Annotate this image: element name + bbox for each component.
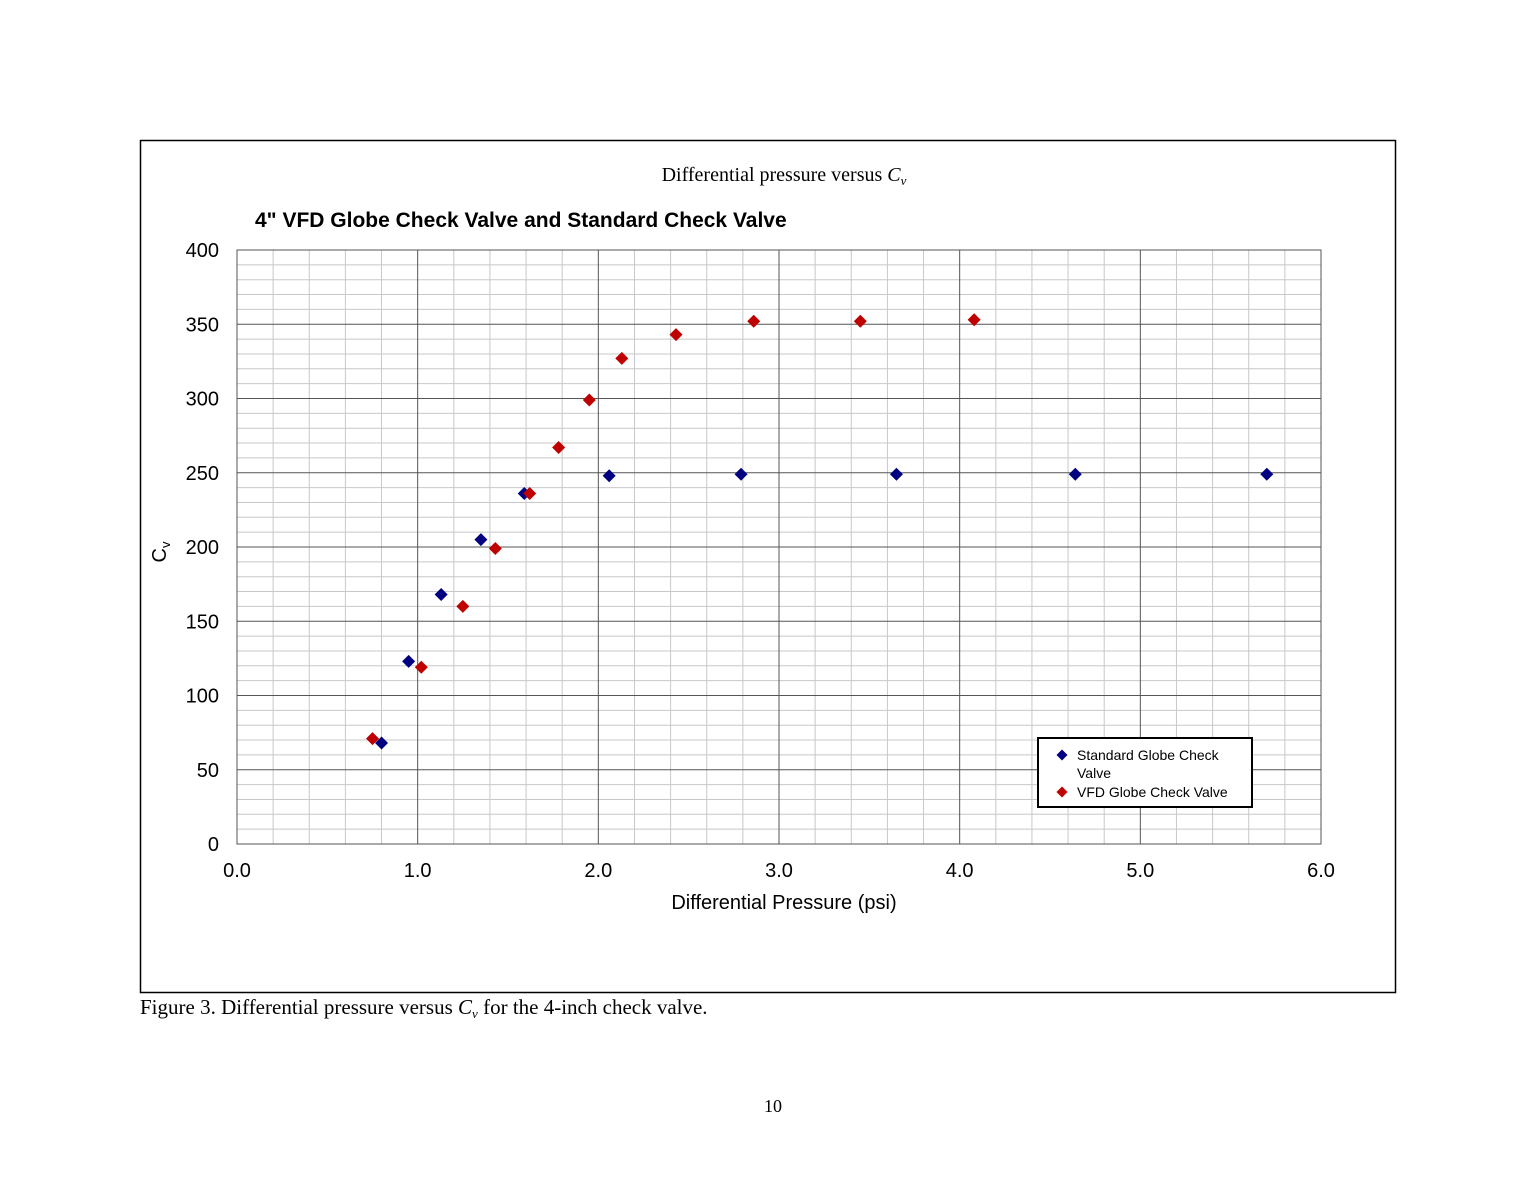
data-point bbox=[602, 469, 616, 483]
data-point bbox=[1260, 467, 1274, 481]
figure-caption: Figure 3. Differential pressure versus C… bbox=[140, 995, 708, 1021]
data-point bbox=[434, 588, 448, 602]
chart-title: 4" VFD Globe Check Valve and Standard Ch… bbox=[255, 209, 787, 232]
legend-entry: Standard Globe Check Valve bbox=[1039, 746, 1247, 782]
x-tick-label: 2.0 bbox=[584, 860, 612, 882]
data-point bbox=[456, 599, 470, 613]
data-point bbox=[889, 467, 903, 481]
legend-symbol bbox=[1056, 749, 1068, 761]
data-point bbox=[552, 441, 566, 455]
data-point bbox=[375, 736, 389, 750]
data-point bbox=[1068, 467, 1082, 481]
legend-entry: VFD Globe Check Valve bbox=[1039, 783, 1247, 801]
data-point bbox=[734, 467, 748, 481]
figure-frame bbox=[139, 139, 1397, 994]
data-point bbox=[747, 314, 761, 328]
y-tick-label: 350 bbox=[186, 314, 219, 336]
data-point bbox=[669, 328, 683, 342]
legend-marker bbox=[1056, 786, 1068, 798]
legend-marker bbox=[1056, 749, 1068, 761]
data-point bbox=[967, 313, 981, 327]
data-point bbox=[523, 487, 537, 501]
y-tick-label: 0 bbox=[208, 834, 219, 856]
figure-header: Differential pressure versus Cv bbox=[662, 164, 907, 188]
data-point bbox=[474, 533, 488, 547]
legend-label: VFD Globe Check Valve bbox=[1077, 784, 1228, 800]
page-number: 10 bbox=[764, 1096, 782, 1116]
x-tick-label: 3.0 bbox=[765, 860, 793, 882]
data-point bbox=[366, 732, 379, 746]
legend-label: Standard Globe Check Valve bbox=[1077, 747, 1219, 781]
y-tick-label: 150 bbox=[186, 611, 219, 633]
data-point bbox=[582, 393, 596, 407]
y-tick-label: 50 bbox=[197, 760, 219, 782]
data-point bbox=[853, 314, 867, 328]
y-tick-label: 250 bbox=[186, 463, 219, 485]
y-tick-label: 300 bbox=[186, 389, 219, 411]
legend-symbol bbox=[1056, 786, 1068, 798]
data-point bbox=[615, 351, 629, 365]
legend: Standard Globe Check Valve VFD Globe Chec… bbox=[1037, 737, 1253, 808]
data-point bbox=[414, 660, 428, 674]
y-axis-title: Cv bbox=[149, 541, 173, 562]
x-tick-label: 5.0 bbox=[1126, 860, 1154, 882]
plot-border bbox=[236, 249, 1322, 845]
data-point bbox=[488, 541, 502, 555]
x-tick-label: 4.0 bbox=[946, 860, 974, 882]
x-tick-label: 1.0 bbox=[404, 860, 432, 882]
y-tick-label: 200 bbox=[186, 537, 219, 559]
y-tick-label: 400 bbox=[186, 240, 219, 262]
x-axis-title: Differential Pressure (psi) bbox=[671, 892, 896, 914]
x-tick-label: 0.0 bbox=[223, 860, 251, 882]
x-tick-label: 6.0 bbox=[1307, 860, 1335, 882]
data-point bbox=[402, 654, 416, 668]
y-tick-label: 100 bbox=[186, 686, 219, 708]
